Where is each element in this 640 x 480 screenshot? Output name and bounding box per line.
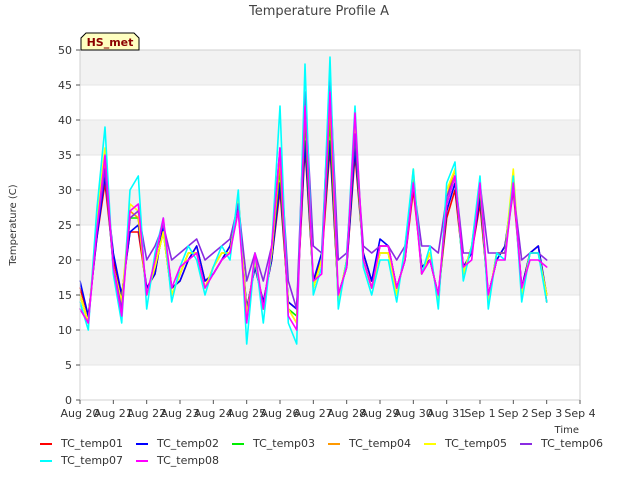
legend-swatch	[520, 442, 532, 445]
y-tick-label: 45	[58, 79, 72, 92]
legend-item: TC_temp04	[328, 435, 424, 452]
x-axis-label: Time	[554, 425, 579, 436]
x-tick-label: Aug 31	[427, 407, 466, 420]
y-tick-label: 20	[58, 254, 72, 267]
x-tick-label: Sep 3	[531, 407, 562, 420]
y-tick-label: 50	[58, 44, 72, 57]
legend-swatch	[328, 442, 340, 445]
legend-item: TC_temp02	[136, 435, 232, 452]
legend-item: TC_temp08	[136, 452, 232, 469]
legend-item: TC_temp07	[40, 452, 136, 469]
y-tick-label: 40	[58, 114, 72, 127]
x-tick-label: Aug 22	[127, 407, 166, 420]
legend-row: TC_temp01 TC_temp02 TC_temp03 TC_temp04 TC_t…	[40, 435, 630, 452]
station-badge: HS_met	[80, 32, 140, 51]
station-badge-label: HS_met	[87, 36, 134, 49]
x-tick-label: Sep 4	[564, 407, 595, 420]
y-tick-label: 15	[58, 289, 72, 302]
y-tick-label: 0	[65, 394, 72, 407]
x-tick-label: Aug 25	[227, 407, 266, 420]
x-tick-label: Aug 28	[327, 407, 366, 420]
x-tick-label: Aug 20	[61, 407, 100, 420]
x-tick-label: Sep 2	[498, 407, 529, 420]
x-tick-label: Aug 21	[94, 407, 133, 420]
legend-label: TC_temp07	[61, 454, 124, 467]
legend-label: TC_temp01	[61, 437, 124, 450]
x-tick-label: Aug 24	[194, 407, 233, 420]
y-axis-ticks: 0 5 10 15 20 25 30 35 40 45 50	[58, 44, 80, 407]
legend-item: TC_temp05	[424, 435, 520, 452]
x-tick-label: Sep 1	[464, 407, 495, 420]
legend-item: TC_temp01	[40, 435, 136, 452]
y-tick-label: 10	[58, 324, 72, 337]
x-tick-label: Aug 30	[394, 407, 433, 420]
chart-title: Temperature Profile A	[248, 4, 389, 19]
y-tick-label: 5	[65, 359, 72, 372]
y-tick-label: 30	[58, 184, 72, 197]
y-axis-label: Temperature (C)	[8, 184, 19, 266]
legend-swatch	[424, 442, 436, 445]
legend-swatch	[136, 442, 148, 445]
series-line-tc-temp07	[79, 56, 548, 345]
x-tick-label: Aug 23	[161, 407, 200, 420]
legend-swatch	[40, 459, 52, 462]
x-tick-label: Aug 26	[261, 407, 300, 420]
legend-item: TC_temp06	[520, 435, 616, 452]
x-tick-label: Aug 29	[361, 407, 400, 420]
legend: TC_temp01 TC_temp02 TC_temp03 TC_temp04 TC_t…	[40, 435, 630, 469]
legend-item: TC_temp03	[232, 435, 328, 452]
legend-label: TC_temp02	[157, 437, 220, 450]
x-tick-label: Aug 27	[294, 407, 333, 420]
series-layer	[79, 56, 548, 345]
grid-band	[80, 330, 580, 365]
legend-swatch	[136, 459, 148, 462]
legend-label: TC_temp03	[253, 437, 316, 450]
y-tick-label: 25	[58, 219, 72, 232]
legend-label: TC_temp06	[541, 437, 604, 450]
legend-label: TC_temp05	[445, 437, 508, 450]
legend-swatch	[232, 442, 244, 445]
legend-row: TC_temp07 TC_temp08	[40, 452, 630, 469]
grid-band	[80, 260, 580, 295]
series-line-tc-temp08	[79, 91, 548, 331]
y-tick-label: 35	[58, 149, 72, 162]
legend-label: TC_temp08	[157, 454, 220, 467]
legend-label: TC_temp04	[349, 437, 412, 450]
station-badge-box	[80, 32, 140, 51]
grid-band	[80, 190, 580, 225]
legend-swatch	[40, 442, 52, 445]
